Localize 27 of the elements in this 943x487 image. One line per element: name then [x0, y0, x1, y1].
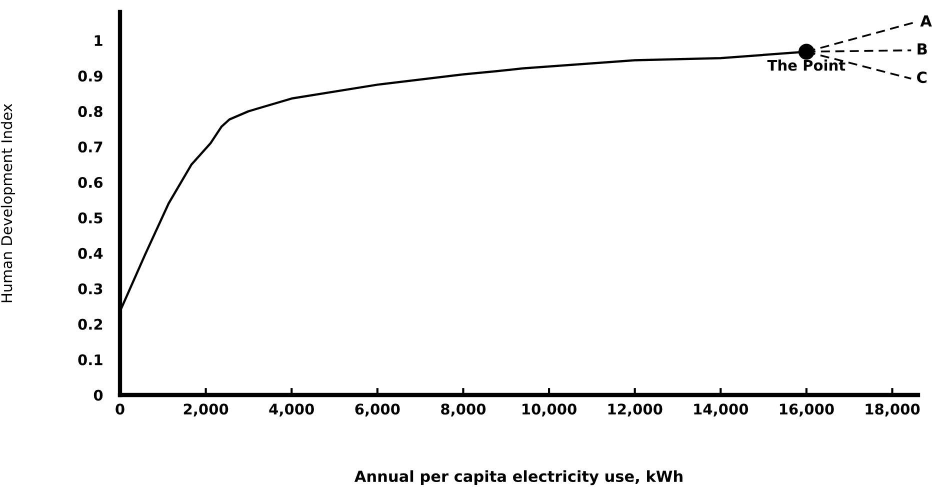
x-tick-label: 14,000	[694, 404, 748, 416]
x-tick-label: 6,000	[355, 404, 400, 416]
y-tick-label: 0.2	[78, 318, 102, 330]
x-tick-label: 10,000	[522, 404, 576, 416]
series-label: B	[918, 43, 927, 55]
y-tick-label: 0.5	[78, 212, 102, 224]
series-label: C	[917, 72, 927, 84]
x-tick-label: 8,000	[441, 404, 486, 416]
series-label: The Point	[767, 60, 846, 71]
y-axis-title: Human Development Index	[0, 104, 15, 302]
x-tick-label: 16,000	[780, 404, 834, 416]
x-tick-label: 2,000	[184, 404, 228, 416]
x-tick-label: 4,000	[269, 404, 314, 416]
y-tick-label: 0.8	[78, 106, 102, 118]
y-tick-label: 0	[94, 390, 103, 401]
y-tick-label: 0.4	[78, 248, 103, 259]
x-tick-label: 18,000	[866, 404, 920, 416]
y-tick-label: 1	[94, 35, 102, 46]
y-tick-label: 0.6	[78, 176, 103, 188]
y-tick-label: 0.3	[78, 283, 102, 294]
y-tick-label: 0.9	[78, 70, 102, 82]
series-label: A	[920, 15, 932, 26]
y-tick-label: 0.1	[78, 354, 102, 366]
x-axis-title: Annual per capita electricity use, kWh	[354, 470, 682, 486]
y-tick-label: 0.7	[78, 141, 102, 153]
x-tick-label: 12,000	[608, 404, 662, 416]
x-tick-label: 0	[116, 404, 124, 415]
